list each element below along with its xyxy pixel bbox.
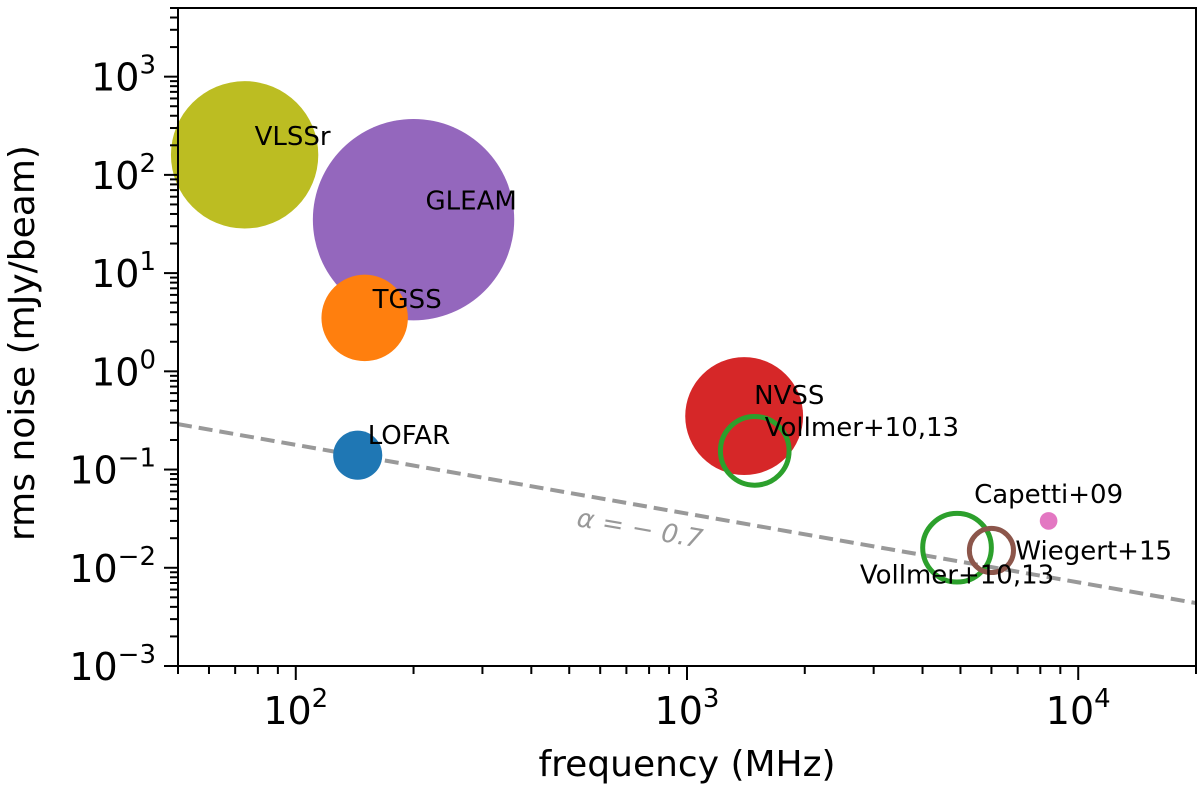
y-tick-label-5: 102 [91,149,156,198]
point-gleam-1 [312,118,515,321]
y-tick-label-0: 10−3 [69,640,156,689]
y-tick-label-6: 103 [91,51,156,100]
point-vollmer-10-13-6 [920,510,994,585]
point-wiegert-15-7 [966,525,1016,576]
point-label-6: Vollmer+10,13 [860,561,1054,591]
x-tick-label-0: 102 [263,684,328,733]
point-label-4: NVSS [754,381,824,411]
point-label-8: Capetti+09 [974,480,1123,510]
point-lofar-3 [333,430,383,480]
point-vlssr-0 [170,81,319,229]
x-axis-ticks: 102 103 104 [177,666,1197,733]
x-axis-label: frequency (MHz) [538,744,835,785]
y-tick-label-2: 10−1 [69,444,156,493]
point-label-2: TGSS [372,285,442,315]
x-tick-label-2: 104 [1046,684,1111,733]
y-axis-label: rms noise (mJy/beam) [2,145,43,541]
y-tick-label-3: 100 [91,345,156,394]
y-tick-label-4: 101 [91,247,156,296]
point-vollmer-10-13-5 [717,414,792,488]
point-label-5: Vollmer+10,13 [765,413,959,443]
scatter-points [170,81,1058,585]
point-label-7: Wiegert+15 [1015,536,1172,566]
point-capetti-09-8 [1039,512,1058,530]
y-axis-ticks: 10−3 10−2 10−1 100 101 102 103 [69,7,178,689]
y-tick-label-1: 10−2 [69,542,156,591]
point-label-0: VLSSr [255,122,331,152]
point-tgss-2 [321,274,408,362]
reference-line-label: α = − 0.7 [575,503,706,555]
x-tick-label-1: 103 [655,684,720,733]
point-label-1: GLEAM [426,187,517,217]
point-label-3: LOFAR [368,421,450,451]
point-labels: VLSSrGLEAMTGSSLOFARNVSSVollmer+10,13Voll… [255,122,1172,591]
